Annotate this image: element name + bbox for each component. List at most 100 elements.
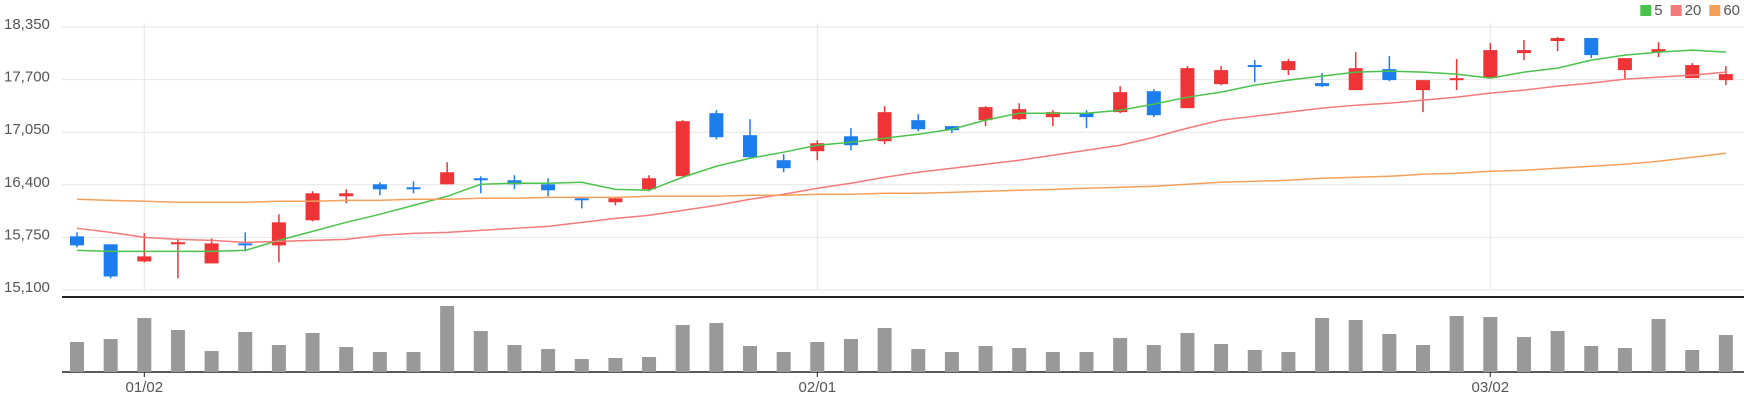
volume-bar: [541, 349, 556, 372]
volume-bar: [608, 358, 623, 372]
candle-body: [911, 120, 926, 130]
volume-bar: [1516, 337, 1531, 372]
ma-line: [76, 49, 1726, 253]
candle-body: [507, 180, 522, 185]
volume-bar: [675, 325, 690, 372]
candle-body: [1617, 58, 1632, 71]
volume-bar: [1382, 334, 1397, 372]
volume-bar: [1045, 352, 1060, 372]
candle-body: [238, 243, 253, 246]
volume-bar: [204, 351, 219, 372]
volume-bar: [440, 306, 455, 372]
volume-bar: [507, 345, 522, 372]
candle-body: [1449, 78, 1464, 81]
volume-bar: [1247, 350, 1262, 372]
candle-body: [1113, 92, 1128, 113]
volume-bar: [1315, 318, 1330, 372]
volume-bar: [1584, 346, 1599, 372]
candle-body: [1247, 65, 1262, 68]
candle-body: [1584, 38, 1599, 56]
volume-bar: [1483, 317, 1498, 372]
candle-body: [1281, 61, 1296, 71]
candle-body: [1079, 113, 1094, 118]
candle-body: [372, 184, 387, 190]
candle-body: [1382, 69, 1397, 81]
y-tick-label: 15,100: [4, 279, 50, 296]
candle-body: [305, 193, 320, 221]
candle-body: [406, 187, 421, 190]
candle-body: [978, 107, 993, 121]
volume-bar: [776, 352, 791, 372]
candle-body: [137, 256, 152, 262]
candle-body: [810, 143, 825, 152]
volume-bar: [1180, 333, 1195, 372]
candle-body: [1651, 49, 1666, 53]
volume-bar: [406, 352, 421, 372]
candle-body: [170, 242, 185, 245]
candle-body: [1348, 68, 1363, 91]
candle-body: [440, 172, 455, 185]
y-tick-label: 17,700: [4, 69, 50, 86]
candle-body: [1315, 83, 1330, 87]
candle-body: [339, 193, 354, 197]
legend-label: 20: [1685, 2, 1702, 19]
legend-swatch: [1709, 5, 1721, 16]
volume-bar: [305, 333, 320, 372]
candle-body: [1146, 91, 1161, 116]
volume-bar: [843, 339, 858, 372]
volume-bar: [1449, 316, 1464, 372]
candle-body: [675, 121, 690, 177]
candle-body: [1214, 70, 1229, 85]
volume-bar: [911, 349, 926, 372]
volume-bar: [978, 346, 993, 372]
volume-bar: [1550, 331, 1565, 372]
legend-swatch: [1670, 5, 1682, 16]
volume-bar: [1651, 319, 1666, 372]
volume-bar: [1348, 320, 1363, 372]
volume-bar: [372, 352, 387, 372]
volume-bar: [810, 342, 825, 372]
volume-bar: [238, 332, 253, 372]
volume-bar: [339, 347, 354, 372]
volume-bar: [1617, 348, 1632, 372]
candle-body: [103, 244, 118, 277]
candle-body: [1012, 109, 1027, 120]
x-tick-label: 03/02: [1472, 379, 1510, 396]
volume-bar: [103, 339, 118, 372]
candle-body: [843, 136, 858, 146]
candle-body: [204, 243, 219, 264]
volume-bar: [1079, 352, 1094, 372]
volume-bar: [743, 346, 757, 372]
candle-body: [709, 113, 724, 138]
candle-body: [1516, 50, 1531, 54]
volume-bar: [473, 331, 488, 372]
x-tick-label: 01/02: [126, 379, 164, 396]
candle-body: [541, 184, 556, 191]
x-tick-label: 02/01: [799, 379, 837, 396]
volume-bar: [1113, 338, 1128, 372]
candle-body: [70, 236, 84, 246]
candle-body: [877, 112, 892, 142]
volume-bar: [271, 345, 286, 372]
volume-bar: [642, 357, 657, 372]
candle-body: [776, 160, 791, 169]
y-tick-label: 18,350: [4, 16, 50, 33]
legend-swatch: [1640, 5, 1652, 16]
candle-body: [473, 178, 488, 181]
candle-body: [1483, 50, 1498, 79]
candle-body: [608, 198, 623, 203]
candle-body: [1416, 80, 1430, 91]
y-tick-label: 15,750: [4, 226, 50, 243]
candle-body: [944, 126, 959, 131]
candle-body: [1550, 38, 1565, 42]
ma-line: [76, 71, 1726, 244]
volume-bar: [1146, 345, 1161, 372]
candle-body: [642, 178, 657, 190]
candle-body: [1180, 68, 1195, 109]
volume-bar: [137, 318, 152, 372]
legend-label: 5: [1654, 2, 1662, 19]
candle-body: [1045, 112, 1060, 118]
volume-bar: [944, 352, 959, 372]
candle-body: [1718, 74, 1733, 81]
